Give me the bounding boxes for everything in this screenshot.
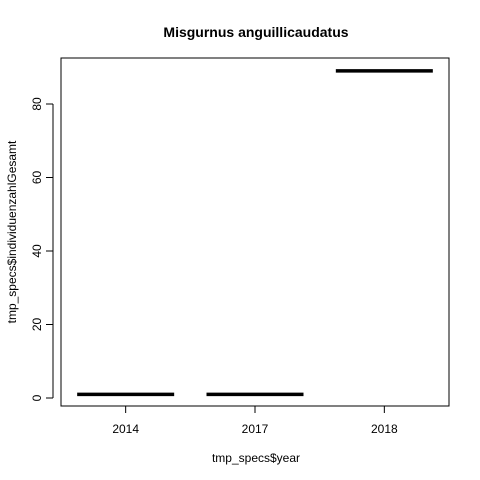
plot-frame xyxy=(60,57,450,407)
x-axis-label: tmp_specs$year xyxy=(212,451,300,465)
boxes xyxy=(77,69,433,397)
y-tick-label: 80 xyxy=(30,97,44,111)
y-tick-label: 20 xyxy=(30,318,44,332)
x-tick-label: 2018 xyxy=(371,422,398,436)
x-tick-label: 2014 xyxy=(112,422,139,436)
y-axis-label: tmp_specs$individuenzahlGesamt xyxy=(5,140,19,323)
x-tick-label: 2017 xyxy=(242,422,269,436)
x-axis: 2014 2017 2018 xyxy=(112,405,398,436)
chart-title: Misgurnus anguillicaudatus xyxy=(163,24,348,40)
y-tick-label: 0 xyxy=(30,394,44,401)
y-tick-label: 60 xyxy=(30,171,44,185)
y-axis: 0 20 40 60 80 xyxy=(30,97,54,401)
y-tick-label: 40 xyxy=(30,244,44,258)
